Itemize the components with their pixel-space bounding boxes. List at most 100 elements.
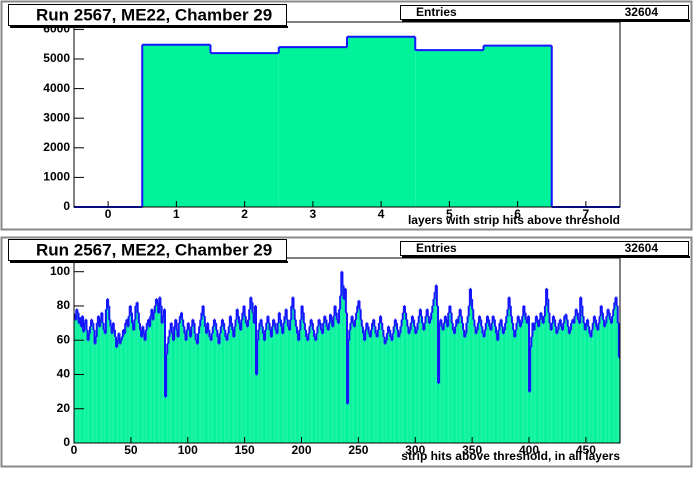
bar	[499, 323, 501, 443]
bar	[124, 333, 126, 443]
bar	[378, 323, 380, 443]
bar	[200, 319, 202, 443]
bar	[503, 329, 506, 443]
x-axis-label: layers with strip hits above threshold	[408, 213, 620, 227]
stats-box	[400, 5, 689, 20]
bar	[128, 316, 130, 443]
bar	[112, 323, 114, 443]
bar	[509, 305, 511, 443]
bar	[516, 323, 518, 443]
bar	[104, 333, 106, 443]
bar	[496, 333, 498, 443]
bar	[286, 319, 288, 443]
bar	[291, 305, 293, 443]
bar	[298, 340, 300, 443]
bar	[178, 323, 180, 443]
bar	[97, 316, 100, 443]
bar	[89, 326, 92, 443]
bar	[432, 305, 434, 443]
bar	[445, 319, 448, 443]
bar	[561, 329, 564, 443]
bar	[408, 333, 410, 443]
bar	[143, 333, 145, 443]
bar	[273, 319, 275, 443]
bar	[144, 340, 146, 443]
bar	[584, 329, 586, 443]
bar	[601, 312, 603, 443]
y-tick-label: 4000	[43, 81, 70, 95]
bar	[390, 336, 392, 443]
bar	[548, 312, 550, 443]
bar	[85, 319, 87, 443]
bar	[560, 326, 562, 443]
bar	[150, 316, 152, 443]
bar	[237, 316, 239, 443]
bar	[300, 319, 302, 443]
bar	[430, 319, 432, 443]
bar	[244, 316, 246, 443]
x-tick-label: 6	[514, 207, 521, 221]
bar	[260, 319, 262, 443]
bar	[364, 340, 366, 443]
bar	[410, 323, 412, 443]
y-tick-label: 80	[57, 298, 71, 312]
bar	[318, 319, 320, 443]
y-tick-label: 20	[57, 401, 71, 415]
bar	[296, 333, 299, 443]
bar	[184, 333, 186, 443]
bar	[422, 323, 424, 443]
bar	[444, 316, 446, 443]
bar	[594, 319, 597, 443]
x-tick-label: 100	[178, 443, 198, 457]
bar	[556, 333, 558, 443]
bar	[394, 319, 396, 443]
bar	[577, 319, 580, 443]
bar	[514, 336, 516, 443]
bar	[572, 319, 574, 443]
bar	[580, 297, 582, 443]
bar	[529, 391, 531, 443]
bar	[302, 312, 304, 443]
bar	[425, 316, 427, 443]
bar	[552, 316, 555, 443]
bar	[377, 329, 379, 443]
bar	[295, 326, 297, 443]
x-axis-label: strip hits above threshold, in all layer…	[401, 449, 620, 463]
bar	[472, 309, 474, 443]
bar	[167, 343, 169, 443]
bar	[193, 323, 195, 443]
bar	[605, 323, 607, 443]
bar	[303, 323, 305, 443]
bar	[109, 319, 111, 443]
bar	[464, 336, 466, 443]
bar	[424, 323, 426, 443]
bar	[207, 323, 209, 443]
bar	[103, 329, 105, 443]
bar	[161, 323, 163, 443]
bar	[240, 329, 242, 443]
bar	[543, 316, 545, 443]
bar	[616, 305, 618, 443]
bar	[308, 333, 310, 443]
bar	[135, 305, 137, 443]
bar	[83, 331, 85, 443]
bar	[106, 299, 109, 443]
bar	[281, 326, 283, 443]
bar	[147, 319, 150, 443]
bar	[350, 323, 352, 443]
bar	[182, 319, 184, 443]
bar	[119, 343, 121, 443]
bar	[428, 323, 431, 443]
bar	[395, 323, 398, 443]
bar	[389, 329, 391, 443]
bar	[256, 374, 258, 443]
bar	[285, 309, 287, 443]
bar	[411, 316, 413, 443]
bar	[402, 312, 404, 443]
bar	[463, 329, 465, 443]
bar	[133, 329, 135, 443]
bar	[332, 326, 334, 443]
bar	[358, 300, 360, 443]
bar	[93, 329, 95, 443]
bar	[154, 305, 156, 443]
